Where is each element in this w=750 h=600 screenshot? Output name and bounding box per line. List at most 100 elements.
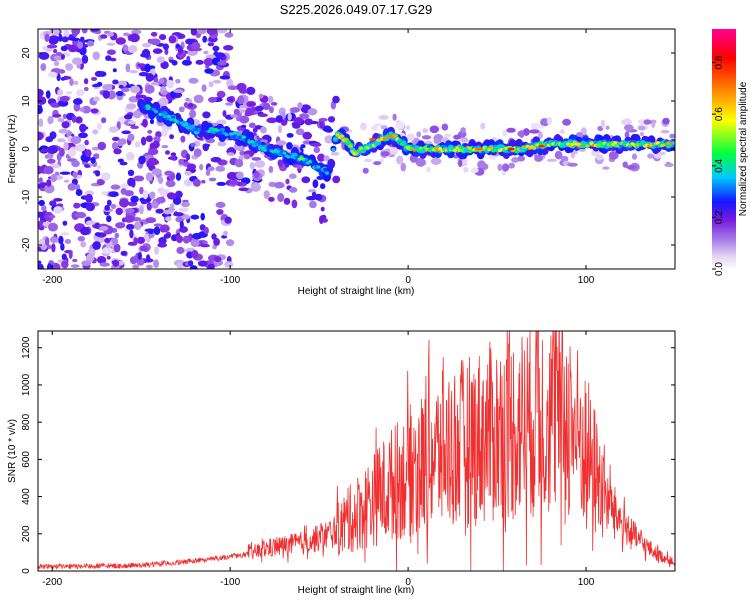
- spectrogram-cell: [85, 253, 95, 263]
- spectrogram-cell: [170, 152, 177, 156]
- spectrogram-marks: [38, 29, 675, 269]
- spectrogram-cell: [370, 125, 378, 131]
- spectrogram-cell: [529, 129, 540, 134]
- spectrogram-cell: [59, 147, 65, 157]
- spectrogram-cell: [125, 63, 131, 73]
- spectrogram-cell: [304, 118, 313, 126]
- spectrogram-cell: [47, 158, 56, 164]
- spectrogram-cell: [389, 146, 399, 155]
- spectrogram-cell: [185, 153, 191, 161]
- spectrogram-ridge-cell: [167, 115, 171, 119]
- snr-series-line: [38, 331, 675, 571]
- spectrogram-cell: [277, 159, 283, 168]
- spectrogram-cell: [45, 237, 50, 246]
- spectrogram-cell: [67, 148, 77, 157]
- spectrogram-ridge-cell: [418, 146, 423, 150]
- spectrogram-cell: [181, 201, 191, 208]
- spectrogram-ridge-cell: [583, 141, 588, 145]
- spectrogram-cell: [148, 159, 160, 166]
- spectrogram-cell: [159, 224, 166, 233]
- spectrogram-cell: [631, 153, 638, 160]
- spectrogram-cell: [175, 78, 181, 84]
- spectrogram-cell: [47, 71, 58, 78]
- spectrogram-cell: [127, 169, 135, 176]
- spectrogram-cell: [595, 154, 604, 161]
- spectrogram-cell: [158, 237, 167, 245]
- spectrogram-ridge-cell: [421, 149, 425, 153]
- spectrogram-cell: [85, 149, 92, 158]
- spectrogram-cell: [314, 193, 323, 201]
- spectrogram-cell: [605, 125, 610, 130]
- spectrogram-cell: [254, 160, 266, 168]
- spectrogram-cell: [318, 117, 328, 122]
- spectrogram-cell: [373, 161, 382, 166]
- spectrogram-cell: [176, 246, 185, 254]
- spectrogram-cell: [224, 32, 234, 38]
- spectrogram-cell: [84, 164, 90, 168]
- spectrogram-cell: [191, 232, 203, 240]
- spectrogram-cell: [234, 159, 244, 168]
- spectrogram-cell: [546, 116, 553, 125]
- spectrogram-cell: [208, 96, 217, 103]
- spectrogram-cell: [143, 233, 149, 242]
- spectrogram-cell: [80, 226, 90, 236]
- spectrogram-cell: [129, 70, 138, 74]
- spectrogram-cell: [214, 256, 222, 263]
- spectrogram-ridge-cell: [354, 151, 359, 155]
- spectrogram-cell: [46, 179, 52, 187]
- spectrogram-cell: [560, 155, 569, 162]
- spectrogram-cell: [276, 140, 287, 146]
- spectrogram-cell: [48, 29, 60, 36]
- spectrogram-cell: [306, 196, 317, 201]
- y-tick-label: 10: [21, 95, 32, 107]
- spectrogram-cell: [106, 199, 112, 206]
- spectrogram-cell: [230, 114, 239, 118]
- spectrogram-cell: [263, 190, 270, 200]
- spectrogram-hotspot: [369, 138, 376, 141]
- spectrogram-cell: [145, 264, 154, 269]
- spectrogram-cell: [101, 191, 109, 196]
- spectrogram-cell: [168, 35, 177, 44]
- spectrogram-cell: [47, 116, 54, 125]
- spectrogram-ridge-cell: [218, 130, 223, 134]
- spectrogram-cell: [203, 226, 209, 235]
- spectrogram-cell: [322, 125, 332, 132]
- spectrogram-cell: [120, 250, 128, 256]
- spectrogram-cell: [400, 162, 407, 172]
- spectrogram-cell: [71, 57, 83, 65]
- spectrogram-cell: [292, 123, 301, 129]
- spectrogram-cell: [320, 183, 326, 190]
- spectrogram-cell: [258, 93, 264, 99]
- spectrogram-cell: [72, 29, 78, 38]
- spectrogram-cell: [223, 230, 228, 236]
- spectrogram-cell: [106, 49, 116, 55]
- spectrogram-cell: [127, 177, 136, 187]
- spectrogram-cell: [217, 60, 227, 66]
- spectrogram-cell: [273, 181, 285, 189]
- spectrogram-cell: [260, 126, 267, 134]
- spectrogram-cell: [111, 141, 119, 151]
- spectrogram-ridge-cell: [339, 134, 344, 138]
- spectrogram-cell: [175, 172, 182, 181]
- spectrogram-cell: [72, 171, 78, 178]
- spectrogram-cell: [600, 119, 606, 129]
- spectrogram-cell: [190, 238, 200, 248]
- spectrogram-cell: [159, 34, 167, 41]
- spectrogram-cell: [207, 42, 215, 47]
- spectrogram-cell: [224, 261, 234, 268]
- spectrogram-cell: [72, 258, 78, 263]
- spectrogram-cell: [105, 55, 112, 61]
- spectrogram-cell: [166, 79, 175, 89]
- spectrogram-cell: [71, 115, 77, 123]
- spectrogram-cell: [192, 178, 201, 187]
- spectrogram-cell: [151, 200, 159, 209]
- x-tick-label: -100: [220, 577, 240, 588]
- spectrogram-cell: [189, 265, 198, 269]
- spectrogram-cell: [537, 131, 543, 140]
- chart-title: S225.2026.049.07.17.G29: [280, 2, 433, 17]
- y-tick-label: 20: [21, 47, 32, 59]
- spectrogram-ridge-cell: [263, 148, 267, 152]
- spectrogram-cell: [664, 162, 674, 168]
- spectrogram-cell: [96, 165, 102, 169]
- spectrogram-ridge-cell: [158, 112, 163, 117]
